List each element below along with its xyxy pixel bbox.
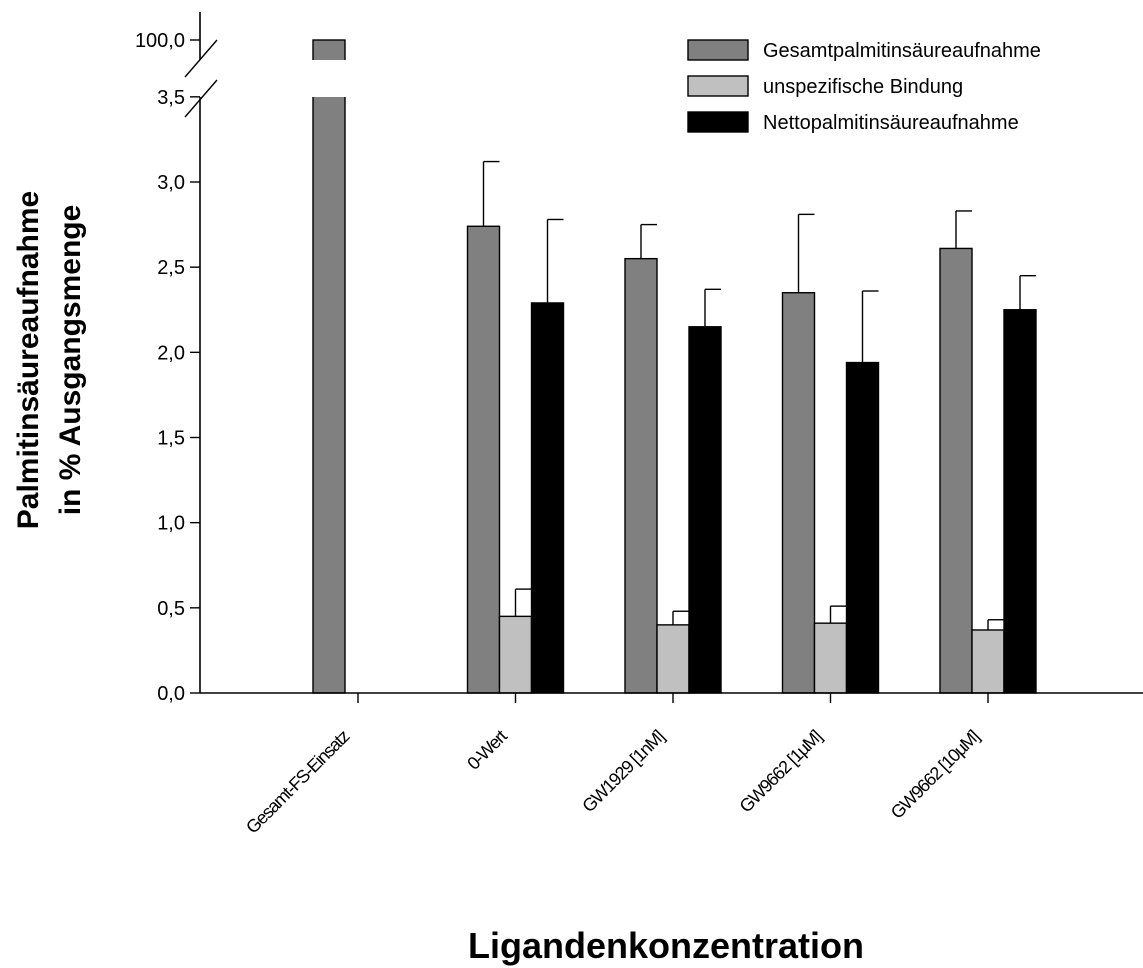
axes-layer — [184, 12, 1143, 703]
bar — [530, 302, 565, 694]
x-axis-title: Ligandenkonzentration — [468, 925, 864, 966]
bar — [939, 247, 973, 694]
legend-label: unspezifische Bindung — [763, 76, 963, 98]
y-tick-label: 3,5 — [157, 87, 185, 109]
y-tick-label: 1,5 — [157, 428, 185, 450]
legend-swatch — [687, 39, 749, 61]
category-label: GW9662 [10µM] — [887, 727, 983, 823]
category-label: Gesamt-FS-Einsatz — [242, 726, 354, 838]
legend-swatch — [687, 75, 749, 97]
category-label: GW1929 [1nM] — [578, 727, 668, 817]
bar — [312, 39, 346, 694]
y-tick-label: 2,0 — [157, 342, 185, 364]
bar — [971, 629, 1005, 694]
bar — [688, 326, 722, 694]
bar — [656, 624, 690, 694]
legend: Gesamtpalmitinsäureaufnahme unspezifische… — [687, 39, 1041, 134]
legend-label: Nettopalmitinsäureaufnahme — [763, 112, 1019, 134]
legend-swatch — [687, 111, 749, 133]
y-tick-label: 1,0 — [157, 513, 185, 535]
bar — [466, 225, 501, 694]
category-label: GW9662 [1µM] — [736, 727, 826, 817]
bar — [1003, 309, 1037, 694]
bar — [781, 292, 816, 694]
bar — [813, 622, 848, 694]
y-tick-label: 3,0 — [157, 172, 185, 194]
axis-break-mark — [184, 79, 218, 118]
category-label: 0-Wert — [463, 726, 511, 774]
bars-layer — [311, 39, 1037, 694]
y-axis-title: in % Ausgangsmenge — [54, 205, 87, 516]
bar — [845, 361, 880, 694]
y-tick-label: 0,5 — [157, 598, 185, 620]
y-axis-title: Palmitinsäureaufnahme — [12, 191, 45, 529]
axis-break-mark — [184, 39, 218, 78]
bar — [498, 615, 533, 694]
bar-break-gap — [311, 60, 347, 97]
legend-label: Gesamtpalmitinsäureaufnahme — [763, 40, 1041, 62]
bar — [624, 257, 658, 694]
y-tick-label: 100,0 — [135, 30, 185, 52]
y-tick-label: 0,0 — [157, 683, 185, 705]
y-tick-label: 2,5 — [157, 257, 185, 279]
